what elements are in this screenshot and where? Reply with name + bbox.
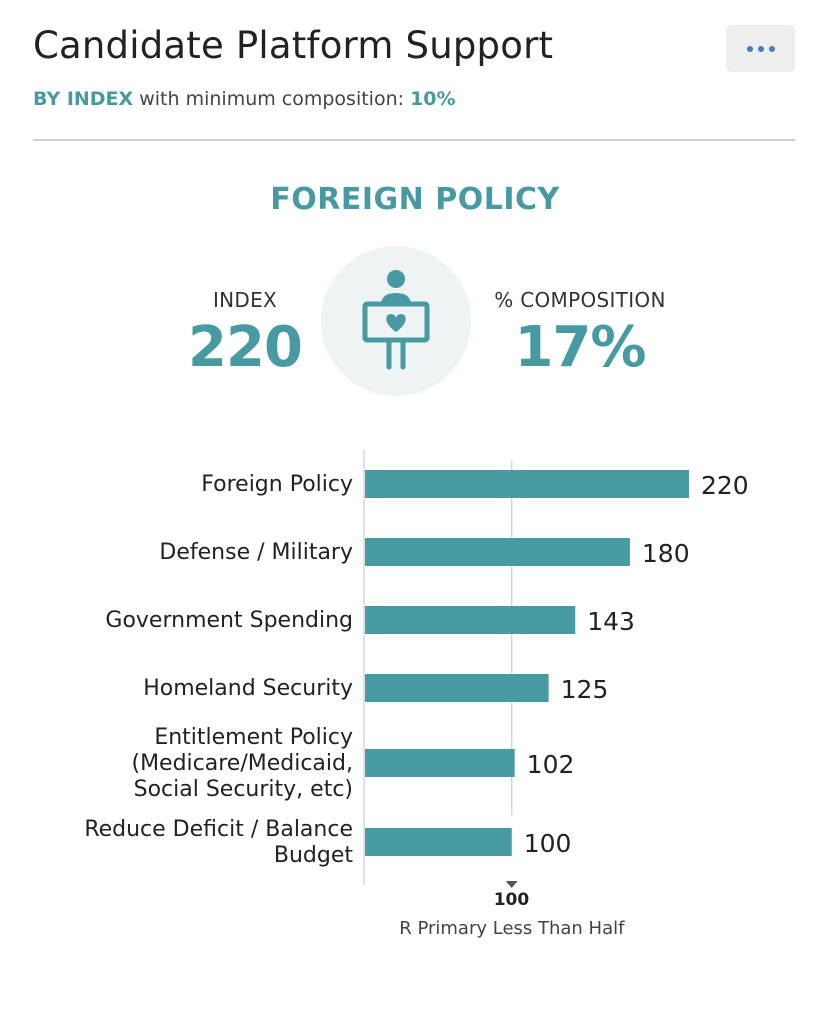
header-divider [33,139,795,141]
person-holding-heart-sign-icon [321,246,471,396]
bar-value-label: 102 [526,750,575,779]
subtitle-text: with minimum composition: [139,88,405,110]
bar-value-label: 180 [641,539,690,568]
category-label: Defense / Military [159,540,353,565]
bar-value-label: 125 [560,675,609,704]
subtitle-mode: BY INDEX [33,88,134,110]
category-label: Homeland Security [143,676,353,701]
subtitle: BY INDEX with minimum composition: 10% [33,88,456,110]
index-value: 220 [188,315,303,380]
page-title: Candidate Platform Support [33,24,554,67]
more-horizontal-icon [746,45,775,52]
category-label: Entitlement Policy (Medicare/Medicaid, S… [131,725,353,802]
reference-marker [505,881,518,888]
x-axis-label: R Primary Less Than Half [399,918,625,939]
index-metric: INDEX 220 [170,288,320,380]
composition-value: 17% [514,315,646,380]
bar-chart: 220 Foreign Policy 180 Defense / Military 14… [0,440,830,950]
section-title: FOREIGN POLICY [270,182,560,217]
reference-value-label: 100 [493,890,530,910]
composition-label: % COMPOSITION [494,288,666,312]
subtitle-value: 10% [410,88,456,110]
more-options-button[interactable] [726,25,795,72]
composition-metric: % COMPOSITION 17% [470,288,690,380]
bar [365,674,549,702]
category-label: Foreign Policy [201,472,353,497]
header: Candidate Platform Support BY INDEX with… [33,20,795,110]
bar-value-label: 100 [523,829,572,858]
bar [365,538,630,566]
category-label: Government Spending [105,608,353,633]
bar-value-label: 220 [701,471,749,500]
bar [365,606,576,634]
bar-value-label: 143 [587,607,635,636]
category-label: Reduce Deficit / Balance Budget [84,817,353,868]
bar [365,470,689,498]
bar [365,749,515,777]
index-label: INDEX [212,288,278,312]
bar-chart-svg [363,450,689,888]
bar [365,828,512,856]
